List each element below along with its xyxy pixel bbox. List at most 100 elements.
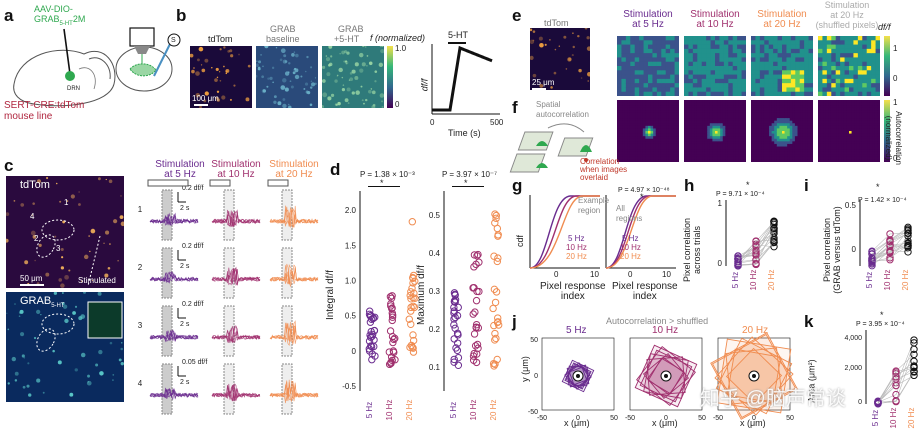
heatmap-cell: [653, 110, 657, 114]
heatmap-cell: [818, 128, 822, 132]
heatmap-cell: [648, 87, 653, 93]
heatmap-cell: [820, 105, 824, 109]
heatmap-cell: [643, 40, 649, 46]
heatmap-cell: [709, 136, 713, 140]
heatmap-cell: [875, 66, 880, 71]
d-point-max: [453, 311, 462, 320]
heatmap-cell: [840, 91, 846, 96]
heatmap-cell: [702, 112, 706, 116]
image-speck: [74, 368, 78, 372]
heatmap-cell: [691, 149, 695, 153]
heatmap-cell: [704, 123, 708, 127]
heatmap-cell: [674, 53, 679, 58]
heatmap-cell: [871, 91, 877, 96]
heatmap-cell: [867, 102, 871, 106]
heatmap-cell: [857, 57, 863, 63]
heatmap-cell: [872, 143, 876, 147]
heatmap-cell: [786, 44, 792, 50]
image-speck: [371, 90, 376, 95]
heatmap-cell: [694, 102, 698, 106]
heatmap-cell: [818, 120, 822, 124]
heatmap-cell: [818, 154, 822, 158]
heatmap-cell: [825, 102, 829, 106]
heatmap-cell: [735, 149, 739, 153]
heatmap-cell: [761, 102, 765, 106]
heatmap-cell: [771, 133, 775, 137]
heatmap-cell: [784, 125, 788, 129]
heatmap-cell: [635, 120, 639, 124]
heatmap-cell: [712, 141, 716, 145]
heatmap-cell: [653, 149, 657, 153]
heatmap-cell: [710, 53, 716, 58]
heatmap-cell: [805, 154, 809, 158]
drn-label: DRN: [67, 86, 80, 92]
heatmap-cell: [692, 36, 698, 41]
heatmap-cell: [776, 149, 780, 153]
heatmap-cell: [717, 146, 721, 150]
heatmap-cell: [719, 48, 725, 54]
image-speck: [580, 77, 583, 79]
d-xtick: 20 Hz: [405, 400, 414, 421]
heatmap-cell: [776, 128, 780, 132]
heatmap-cell: [733, 100, 737, 104]
heatmap-cell: [862, 70, 868, 76]
heatmap-cell: [864, 118, 868, 122]
heatmap-cell: [782, 102, 786, 106]
e-autocorr-10hz: [684, 100, 746, 162]
heatmap-cell: [666, 128, 670, 132]
heatmap-cell: [755, 66, 761, 71]
heatmap-cell: [674, 44, 679, 50]
heatmap-cell: [640, 133, 644, 137]
heatmap-cell: [710, 87, 716, 93]
paired-point: [734, 257, 742, 266]
heatmap-cell: [617, 78, 622, 84]
heatmap-cell: [643, 57, 649, 63]
heatmap-cell: [823, 115, 827, 119]
heatmap-cell: [795, 44, 801, 50]
heatmap-cell: [756, 118, 760, 122]
heatmap-cell: [648, 112, 652, 116]
image-speck: [211, 66, 213, 69]
heatmap-cell: [645, 143, 649, 147]
heatmap-cell: [650, 143, 654, 147]
heatmap-cell: [807, 136, 811, 140]
heatmap-cell: [735, 123, 739, 127]
heatmap-cell: [730, 125, 734, 129]
heatmap-cell: [831, 87, 837, 93]
image-speck: [368, 89, 372, 94]
b-colorbar: [387, 46, 393, 108]
c-row-label: 2: [138, 263, 143, 272]
heatmap-cell: [732, 87, 738, 93]
heatmap-cell: [732, 91, 738, 96]
heatmap-cell: [807, 138, 811, 142]
heatmap-cell: [872, 136, 876, 140]
heatmap-cell: [802, 112, 806, 116]
heatmap-cell: [841, 143, 845, 147]
heatmap-cell: [735, 159, 739, 162]
heatmap-cell: [774, 136, 778, 140]
heatmap-cell: [699, 102, 703, 106]
heatmap-cell: [805, 102, 809, 106]
image-speck: [24, 260, 29, 265]
heatmap-cell: [849, 159, 853, 162]
heatmap-cell: [782, 112, 786, 116]
heatmap-cell: [710, 74, 716, 80]
heatmap-cell: [867, 100, 871, 104]
heatmap-cell: [660, 110, 664, 114]
heatmap-cell: [737, 66, 743, 71]
heatmap-cell: [661, 53, 667, 58]
heatmap-cell: [694, 141, 698, 145]
heatmap-cell: [808, 66, 813, 71]
heatmap-cell: [807, 141, 811, 145]
heatmap-cell: [617, 151, 621, 155]
heatmap-cell: [707, 100, 711, 104]
d-xtick2: 20 Hz: [489, 400, 498, 421]
heatmap-cell: [688, 70, 694, 76]
heatmap-cell: [835, 53, 841, 58]
heatmap-cell: [637, 107, 641, 111]
heatmap-cell: [854, 159, 858, 162]
heatmap-cell: [818, 156, 822, 160]
heatmap-cell: [686, 112, 690, 116]
heatmap-cell: [843, 105, 847, 109]
heatmap-cell: [786, 87, 792, 93]
